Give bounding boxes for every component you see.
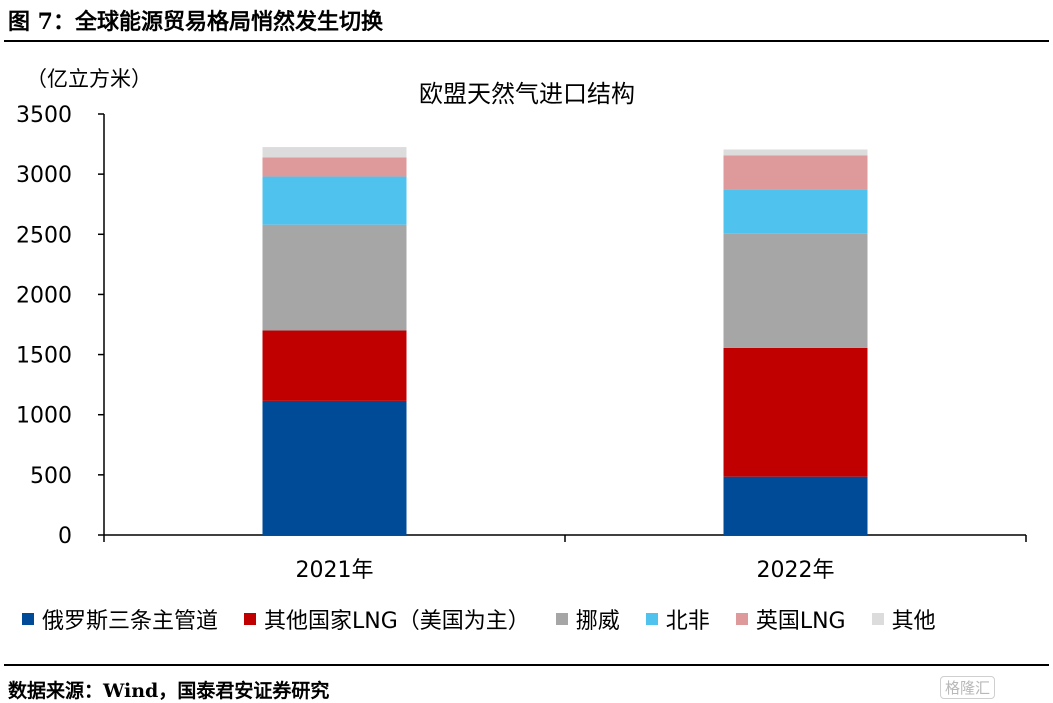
watermark-logo: 格隆汇 [940, 676, 996, 699]
bar-segment [723, 233, 868, 348]
legend-label: 俄罗斯三条主管道 [42, 609, 219, 634]
bar-segment [723, 155, 868, 190]
chart-title: 欧盟天然气进口结构 [419, 80, 635, 108]
x-category-label: 2022年 [757, 558, 835, 583]
legend-item: 挪威 [555, 603, 620, 635]
y-tick-label: 0 [58, 524, 72, 549]
data-source: 数据来源：Wind，国泰君安证券研究 [8, 680, 330, 702]
y-axis-unit-label: （亿立方米） [26, 67, 152, 91]
bar-segment [262, 176, 407, 225]
legend-item: 其他国家LNG（美国为主） [244, 603, 530, 635]
y-tick-label: 3000 [16, 163, 72, 188]
legend-item: 北非 [645, 603, 710, 635]
legend-item: 俄罗斯三条主管道 [22, 603, 218, 635]
bar-segment [723, 476, 868, 535]
plot-area: 0 500 1000 1500 2000 2500 3000 3500 2021年 2022年 [16, 103, 1027, 583]
y-tick-label: 500 [30, 464, 72, 489]
legend-swatch [244, 613, 257, 625]
y-tick-label: 2500 [16, 223, 72, 248]
footer-divider [4, 664, 1049, 666]
y-tick-label: 2000 [16, 283, 72, 308]
legend-label: 挪威 [575, 609, 620, 634]
y-tick-label: 1000 [16, 404, 72, 429]
figure-header: 图 7：全球能源贸易格局悄然发生切换 [4, 0, 1049, 42]
legend-label: 英国LNG [755, 609, 846, 634]
y-tick-label: 1500 [16, 344, 72, 369]
bar-segment [262, 147, 407, 158]
legend-label: 其他 [891, 609, 936, 634]
bar-segment [262, 224, 407, 331]
bar-segment [723, 189, 868, 234]
legend-swatch [555, 613, 568, 625]
legend: 俄罗斯三条主管道 其他国家LNG（美国为主） 挪威 北非 英国LNG 其他 [22, 603, 962, 635]
legend-swatch [645, 613, 658, 625]
legend-label: 北非 [665, 609, 710, 634]
figure-title: 图 7：全球能源贸易格局悄然发生切换 [8, 9, 383, 35]
legend-swatch [871, 613, 884, 625]
bar-segment [262, 157, 407, 177]
x-category-label: 2021年 [296, 558, 374, 583]
legend-label: 其他国家LNG（美国为主） [264, 609, 530, 634]
bar-segment [723, 347, 868, 477]
legend-swatch [735, 613, 748, 625]
legend-item: 其他 [871, 603, 936, 635]
legend-item: 英国LNG [735, 603, 846, 635]
legend-swatch [22, 613, 34, 625]
bar-segment [262, 400, 407, 535]
bar-segment [723, 149, 868, 156]
y-tick-label: 3500 [16, 103, 72, 128]
bar-segment [262, 330, 407, 401]
stacked-bar-chart: 欧盟天然气进口结构 （亿立方米） 0 500 1000 1500 2000 2500 300… [16, 67, 1027, 583]
